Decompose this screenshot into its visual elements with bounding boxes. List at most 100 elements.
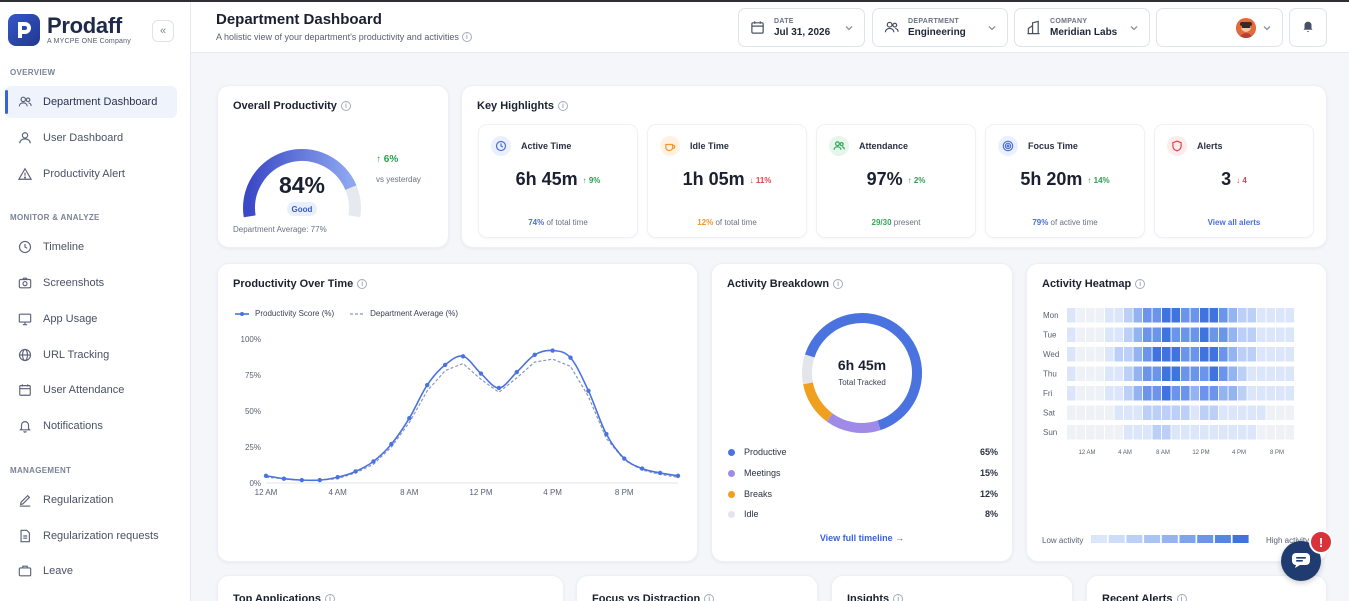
data-point[interactable]	[550, 348, 555, 353]
heatmap-cell[interactable]	[1152, 425, 1162, 440]
heatmap-cell[interactable]	[1266, 366, 1276, 382]
heatmap-cell[interactable]	[1190, 386, 1200, 401]
heatmap-cell[interactable]	[1285, 347, 1295, 362]
heatmap-cell[interactable]	[1228, 327, 1238, 343]
data-point[interactable]	[675, 473, 681, 478]
heatmap-cell[interactable]	[1095, 347, 1105, 362]
heatmap-cell[interactable]	[1124, 308, 1133, 323]
heatmap-cell[interactable]	[1238, 405, 1247, 421]
data-point[interactable]	[353, 469, 358, 474]
heatmap-cell[interactable]	[1143, 366, 1152, 382]
heatmap-cell[interactable]	[1219, 308, 1228, 323]
heatmap-cell[interactable]	[1257, 347, 1266, 362]
heatmap-cell[interactable]	[1143, 386, 1152, 401]
heatmap-cell[interactable]	[1200, 405, 1209, 421]
heatmap-cell[interactable]	[1143, 405, 1152, 421]
date-select[interactable]: DATE Jul 31, 2026	[738, 8, 865, 47]
heatmap-cell[interactable]	[1095, 386, 1105, 401]
heatmap-cell[interactable]	[1209, 366, 1219, 382]
heatmap-cell[interactable]	[1247, 308, 1257, 323]
heatmap-cell[interactable]	[1257, 308, 1266, 323]
donut-segment-breaks[interactable]	[803, 382, 833, 422]
heatmap-cell[interactable]	[1162, 425, 1171, 440]
heatmap-cell[interactable]	[1133, 327, 1143, 343]
heatmap-cell[interactable]	[1181, 327, 1190, 343]
view-all-alerts-link[interactable]: View all alerts	[1207, 218, 1261, 227]
heatmap-cell[interactable]	[1076, 327, 1086, 343]
heatmap-cell[interactable]	[1257, 386, 1266, 401]
heatmap-cell[interactable]	[1114, 405, 1124, 421]
heatmap-cell[interactable]	[1076, 425, 1086, 440]
heatmap-cell[interactable]	[1190, 405, 1200, 421]
heatmap-cell[interactable]	[1238, 327, 1247, 343]
sidebar-item-user-attendance[interactable]: User Attendance	[5, 374, 177, 406]
heatmap-cell[interactable]	[1162, 347, 1171, 362]
donut-segment-productive[interactable]	[804, 313, 922, 431]
heatmap-cell[interactable]	[1276, 425, 1285, 440]
heatmap-cell[interactable]	[1095, 425, 1105, 440]
heatmap-cell[interactable]	[1285, 425, 1295, 440]
heatmap-cell[interactable]	[1266, 327, 1276, 343]
heatmap-cell[interactable]	[1133, 386, 1143, 401]
heatmap-cell[interactable]	[1143, 308, 1152, 323]
heatmap-cell[interactable]	[1257, 405, 1266, 421]
heatmap-cell[interactable]	[1143, 425, 1152, 440]
heatmap-cell[interactable]	[1124, 425, 1133, 440]
info-icon[interactable]: i	[893, 594, 904, 601]
heatmap-cell[interactable]	[1219, 386, 1228, 401]
heatmap-cell[interactable]	[1209, 425, 1219, 440]
heatmap-cell[interactable]	[1247, 327, 1257, 343]
heatmap-cell[interactable]	[1266, 308, 1276, 323]
heatmap-cell[interactable]	[1076, 347, 1086, 362]
info-icon[interactable]: i	[1135, 279, 1146, 289]
data-point[interactable]	[622, 456, 627, 461]
data-point[interactable]	[657, 470, 663, 476]
heatmap-cell[interactable]	[1285, 386, 1295, 401]
data-point[interactable]	[460, 354, 466, 359]
heatmap-cell[interactable]	[1247, 425, 1257, 440]
heatmap-cell[interactable]	[1190, 425, 1200, 440]
heatmap-cell[interactable]	[1124, 327, 1133, 343]
heatmap-cell[interactable]	[1257, 425, 1266, 440]
heatmap-cell[interactable]	[1086, 327, 1095, 343]
heatmap-cell[interactable]	[1181, 405, 1190, 421]
heatmap-cell[interactable]	[1095, 366, 1105, 382]
data-point[interactable]	[317, 477, 322, 483]
heatmap-cell[interactable]	[1105, 425, 1114, 440]
info-icon[interactable]: i	[704, 594, 715, 601]
info-icon[interactable]: i	[461, 32, 472, 42]
heatmap-cell[interactable]	[1076, 386, 1086, 401]
heatmap-cell[interactable]	[1105, 327, 1114, 343]
heatmap-cell[interactable]	[1190, 327, 1200, 343]
chat-alert-badge[interactable]: !	[1309, 530, 1333, 554]
heatmap-cell[interactable]	[1114, 366, 1124, 382]
heatmap-cell[interactable]	[1162, 308, 1171, 323]
heatmap-cell[interactable]	[1067, 308, 1076, 323]
heatmap-cell[interactable]	[1171, 347, 1181, 362]
heatmap-cell[interactable]	[1276, 386, 1285, 401]
heatmap-cell[interactable]	[1076, 308, 1086, 323]
heatmap-cell[interactable]	[1124, 405, 1133, 421]
data-point[interactable]	[442, 362, 448, 368]
heatmap-cell[interactable]	[1067, 386, 1076, 401]
heatmap-cell[interactable]	[1257, 327, 1266, 343]
heatmap-cell[interactable]	[1228, 425, 1238, 440]
heatmap-cell[interactable]	[1276, 366, 1285, 382]
sidebar-item-timeline[interactable]: Timeline	[5, 231, 177, 263]
data-point[interactable]	[604, 431, 609, 437]
sidebar-item-regularization-requests[interactable]: Regularization requests	[5, 520, 177, 552]
highlight-alerts[interactable]: Alerts 3 ↓ 4 View all alerts	[1154, 124, 1314, 238]
heatmap-cell[interactable]	[1276, 327, 1285, 343]
heatmap-cell[interactable]	[1171, 405, 1181, 421]
data-point[interactable]	[532, 352, 537, 358]
donut-segment-idle[interactable]	[802, 354, 815, 385]
data-point[interactable]	[263, 473, 269, 478]
heatmap-cell[interactable]	[1238, 386, 1247, 401]
sidebar-item-productivity-alert[interactable]: Productivity Alert	[5, 158, 177, 190]
heatmap-cell[interactable]	[1285, 366, 1295, 382]
heatmap-cell[interactable]	[1285, 327, 1295, 343]
heatmap-cell[interactable]	[1086, 386, 1095, 401]
info-icon[interactable]: i	[833, 279, 844, 289]
heatmap-cell[interactable]	[1238, 308, 1247, 323]
heatmap-cell[interactable]	[1209, 405, 1219, 421]
